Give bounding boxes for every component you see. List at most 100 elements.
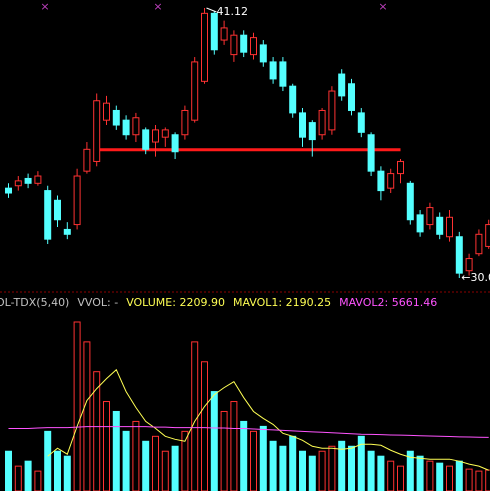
high-arrow [206,7,217,13]
candle-body [5,187,12,194]
candle-body [367,134,375,172]
volume-bar [367,450,375,491]
volume-bar [142,440,150,491]
volume-bar [34,470,42,491]
volume-bar [132,420,140,491]
volume-bar [161,450,169,491]
indicator-label: VVOL: - [77,296,118,309]
candle-body [63,228,71,235]
volume-bar [5,450,12,491]
marks: × × × [40,0,387,13]
volume-bar [318,450,326,491]
indicator-label: MAVOL2: 5661.46 [339,296,437,309]
low-label: ←30.0 [461,271,490,284]
volume-bar [328,445,336,491]
candle-body [436,216,444,235]
mavol2-line [8,426,489,438]
candle-body [14,180,22,187]
volume-bar [122,430,130,491]
volume-bar [397,465,404,491]
volume-bar [416,455,424,491]
volume-bar [338,440,346,491]
candle-body [318,109,326,136]
volume-bar [446,465,453,491]
candle-body [191,61,199,121]
volume-bar [220,410,228,491]
volume-bar [299,450,306,491]
candle-body [181,109,189,136]
candle-body [112,109,120,126]
candle-body [171,134,179,153]
indicator-label: OL-TDX(5,40) [0,296,69,309]
volume-bar [24,460,32,491]
volume-bar [73,321,81,491]
candle-body [220,27,228,41]
volume-bar [308,455,316,491]
volume-bar [230,401,238,491]
volume-bar [171,445,179,491]
candle-body [338,73,346,97]
candle-body [328,90,336,131]
candle-body [240,34,248,53]
volume-bar [455,460,463,491]
candle-body [397,160,404,175]
volume-bar [54,450,61,491]
volume-bar [93,371,101,491]
candle-body [475,233,483,255]
candle-body [54,199,61,221]
candle-body [24,177,32,184]
volume-bar [83,341,91,491]
candle-body [426,207,434,226]
candle-body [201,12,208,82]
candle-body [357,112,365,133]
candle-body [161,129,169,138]
candle-body [299,112,306,138]
candle-body [44,190,52,240]
volume-bar [485,469,490,491]
volume-bar [259,425,267,491]
candle-body [465,258,473,272]
marker: × [153,0,162,13]
marker: × [40,0,49,13]
candle-body [230,34,238,56]
volume-bar [426,460,434,491]
mavol1-line [47,368,489,471]
volume-bar [269,440,277,491]
candle-body [93,100,101,162]
indicator-label: MAVOL1: 2190.25 [233,296,331,309]
volume-bar [63,455,71,491]
candle-body [269,61,277,80]
volume-bar [152,435,159,491]
candle-body [485,224,490,247]
high-label: 41.12 [217,5,249,18]
volume-bar [289,435,297,491]
volume-bar [191,341,199,491]
volume-bar [103,401,110,491]
volume-bar [436,462,444,491]
candle-body [142,129,150,150]
candle-body [308,122,316,141]
candle-body [416,214,424,233]
volume-bar [14,465,22,491]
candle-body [122,119,130,136]
volume-bar [112,410,120,491]
volume-bar [387,460,395,491]
volume-bar [44,430,52,491]
volume-bar [210,391,218,491]
candle-body [348,83,355,111]
volume-bar [279,445,287,491]
candle-body [259,44,267,63]
candle-body [250,37,257,56]
candle-body [455,236,463,274]
candle-body [83,148,91,172]
volume-bar [250,430,257,491]
indicator-label: VOLUME: 2209.90 [126,296,225,309]
candle-body [289,85,297,114]
candle-body [152,129,159,143]
candle-body [279,61,287,87]
volume-bar [377,455,385,491]
candle-body [34,175,42,184]
candle-body [73,175,81,226]
